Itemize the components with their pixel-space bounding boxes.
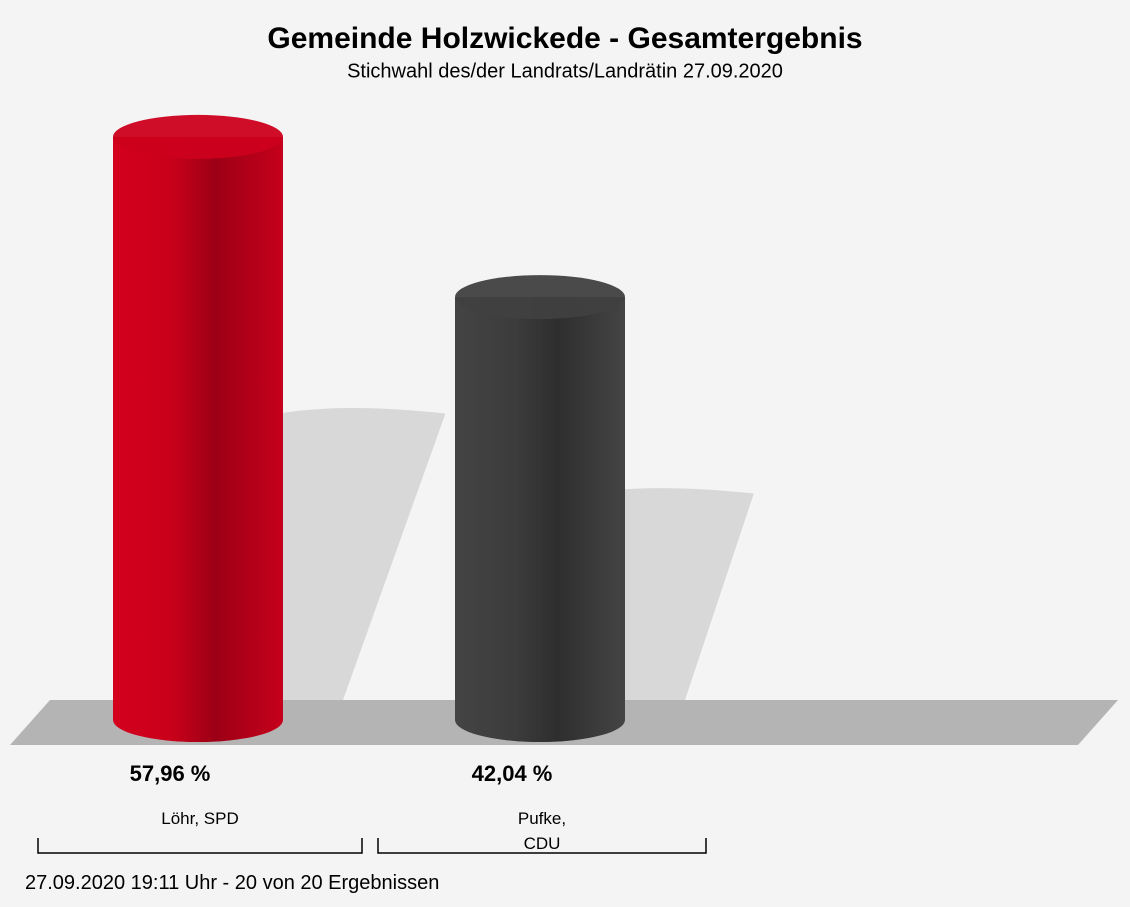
bar-top [113, 114, 283, 159]
category-label: Löhr, SPD [161, 809, 239, 828]
category-bracket [377, 838, 707, 854]
bar [455, 297, 625, 742]
bar [113, 136, 283, 743]
chart-subtitle: Stichwahl des/der Landrats/Landrätin 27.… [347, 60, 783, 82]
category-bracket [37, 838, 363, 854]
chart-title: Gemeinde Holzwickede - Gesamtergebnis [267, 22, 862, 55]
value-label: 42,04 % [472, 761, 553, 786]
category-label: Pufke, CDU [517, 809, 567, 853]
footnote: 27.09.2020 19:11 Uhr - 20 von 20 Ergebni… [25, 872, 440, 894]
value-label: 57,96 % [130, 761, 211, 786]
bar-top [455, 275, 625, 320]
